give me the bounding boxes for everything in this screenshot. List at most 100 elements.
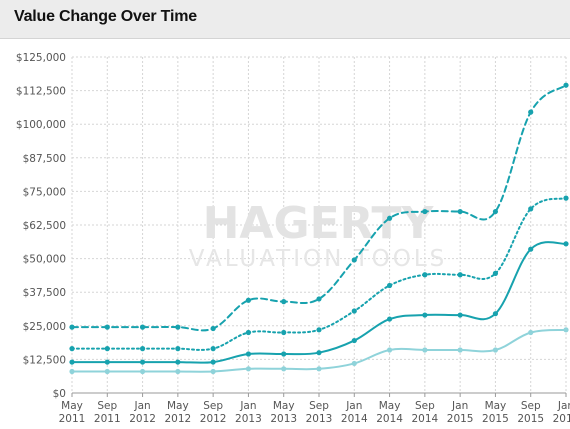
x-tick-label-year: 2012	[200, 413, 227, 425]
data-point[interactable]	[316, 296, 322, 302]
data-point[interactable]	[351, 257, 357, 263]
x-tick-label-month: May	[167, 400, 189, 412]
data-point[interactable]	[457, 272, 463, 278]
x-tick-label-year: 2013	[306, 413, 333, 425]
data-point[interactable]	[69, 346, 75, 352]
data-point[interactable]	[563, 195, 569, 201]
data-point[interactable]	[492, 208, 499, 215]
data-point[interactable]	[175, 359, 181, 365]
data-point[interactable]	[281, 366, 287, 372]
data-point[interactable]	[139, 346, 146, 352]
data-point[interactable]	[175, 324, 181, 330]
watermark-subtitle: VALUATION TOOLS	[189, 246, 448, 272]
y-tick-label: $75,000	[23, 186, 66, 198]
data-point[interactable]	[104, 368, 110, 375]
x-tick-label-month: Jan	[133, 400, 150, 412]
y-tick-label: $112,500	[16, 86, 66, 98]
data-point[interactable]	[104, 324, 110, 330]
data-point[interactable]	[175, 368, 181, 375]
data-point[interactable]	[316, 366, 322, 372]
x-tick-label-month: Jan	[451, 400, 468, 412]
series-line-1	[71, 84, 567, 332]
data-point[interactable]	[139, 359, 146, 365]
data-point[interactable]	[245, 329, 252, 336]
x-tick-label-year: 2015	[482, 413, 509, 425]
y-tick-label: $87,500	[23, 153, 66, 165]
data-point[interactable]	[210, 359, 216, 365]
x-tick-label-month: May	[61, 400, 83, 412]
data-point[interactable]	[245, 366, 252, 372]
data-point[interactable]	[422, 347, 428, 353]
data-point[interactable]	[492, 311, 499, 317]
x-tick-label-month: Sep	[309, 400, 329, 412]
x-tick-label-year: 2014	[411, 413, 438, 425]
data-point[interactable]	[563, 82, 569, 88]
data-point[interactable]	[422, 272, 428, 278]
data-point[interactable]	[281, 299, 287, 305]
series-group	[69, 82, 569, 375]
data-point[interactable]	[563, 327, 569, 333]
data-point[interactable]	[139, 324, 146, 330]
data-point[interactable]	[139, 368, 146, 375]
x-tick-label-month: Sep	[521, 400, 541, 412]
x-tick-label-month: Sep	[97, 400, 117, 412]
x-tick-label-year: 2013	[235, 413, 262, 425]
data-point[interactable]	[386, 347, 393, 353]
data-point[interactable]	[104, 359, 110, 365]
x-tick-label-year: 2016	[553, 413, 570, 425]
data-point[interactable]	[457, 312, 463, 318]
x-tick-label-year: 2014	[341, 413, 368, 425]
data-point[interactable]	[422, 312, 428, 318]
data-point[interactable]	[175, 346, 181, 352]
data-point[interactable]	[457, 208, 463, 215]
data-point[interactable]	[69, 359, 75, 365]
x-tick-label-year: 2011	[94, 413, 121, 425]
data-point[interactable]	[492, 270, 499, 276]
data-point[interactable]	[386, 282, 393, 289]
x-tick-label-month: May	[273, 400, 295, 412]
x-axis: May2011Sep2011Jan2012May2012Sep2012Jan20…	[59, 393, 570, 425]
data-point[interactable]	[528, 206, 534, 212]
y-tick-label: $125,000	[16, 52, 66, 64]
data-point[interactable]	[281, 351, 287, 357]
data-point[interactable]	[386, 215, 393, 221]
data-point[interactable]	[351, 360, 357, 367]
y-tick-label: $12,500	[23, 354, 66, 366]
data-point[interactable]	[69, 368, 75, 375]
data-point[interactable]	[210, 325, 216, 332]
x-tick-label-month: Sep	[415, 400, 435, 412]
x-tick-label-year: 2011	[59, 413, 86, 425]
data-point[interactable]	[351, 308, 357, 314]
data-point[interactable]	[528, 109, 534, 115]
data-point[interactable]	[69, 324, 75, 330]
x-tick-label-month: Jan	[239, 400, 256, 412]
data-point[interactable]	[386, 316, 393, 322]
data-point[interactable]	[210, 346, 216, 352]
x-tick-label-year: 2015	[447, 413, 474, 425]
data-point[interactable]	[563, 241, 569, 247]
x-tick-label-year: 2012	[164, 413, 191, 425]
data-point[interactable]	[245, 297, 252, 303]
x-tick-label-month: May	[485, 400, 507, 412]
x-tick-label-year: 2015	[517, 413, 544, 425]
data-point[interactable]	[316, 350, 322, 356]
data-point[interactable]	[316, 327, 322, 333]
data-point[interactable]	[492, 347, 499, 353]
data-point[interactable]	[528, 329, 534, 336]
y-tick-label: $0	[53, 388, 66, 400]
x-tick-label-month: Jan	[345, 400, 362, 412]
data-point[interactable]	[528, 246, 534, 252]
data-point[interactable]	[457, 347, 463, 353]
y-axis: $0 $12,500 $25,000 $37,500 $50,000 $62,500 $75…	[16, 52, 66, 400]
data-point[interactable]	[351, 337, 357, 344]
chart-title: Value Change Over Time	[14, 8, 197, 25]
y-tick-label: $100,000	[16, 119, 66, 131]
data-point[interactable]	[104, 346, 110, 352]
data-point[interactable]	[281, 329, 287, 336]
watermark: HAGERTY VALUATION TOOLS	[189, 198, 448, 272]
y-tick-label: $37,500	[23, 287, 66, 299]
x-tick-label-month: Jan	[557, 400, 570, 412]
data-point[interactable]	[210, 368, 216, 375]
data-point[interactable]	[422, 208, 428, 215]
data-point[interactable]	[245, 351, 252, 357]
